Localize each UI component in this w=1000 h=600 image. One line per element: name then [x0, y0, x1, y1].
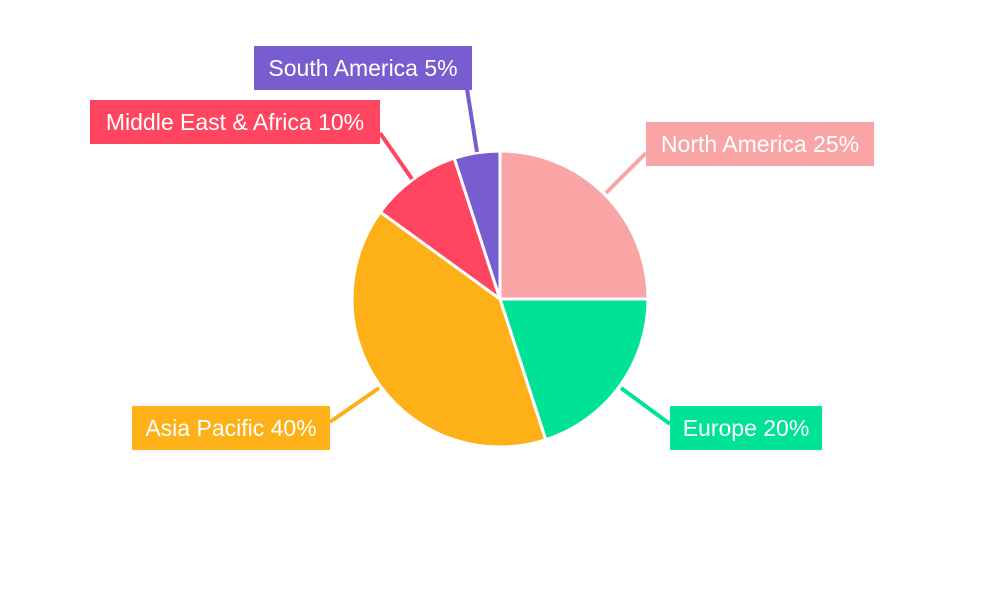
data-label-europe: Europe 20%	[683, 415, 810, 441]
label-box-south-america	[254, 46, 472, 90]
slice-middle-east-africa[interactable]	[378, 156, 503, 303]
label-box-north-america	[646, 122, 874, 166]
leader-line-asia-pacific	[328, 386, 381, 424]
slice-south-america[interactable]	[452, 149, 502, 300]
data-label-middle-east-africa: Middle East & Africa 10%	[106, 109, 364, 135]
label-box-middle-east-africa	[90, 100, 380, 144]
label-box-asia-pacific	[132, 406, 330, 450]
data-label-south-america: South America 5%	[268, 55, 457, 81]
data-label-asia-pacific: Asia Pacific 40%	[145, 415, 316, 441]
slice-europe[interactable]	[497, 297, 650, 442]
data-label-north-america: North America 25%	[661, 131, 859, 157]
leader-line-north-america	[604, 151, 648, 195]
leader-line-europe	[619, 386, 672, 426]
leader-line-south-america	[465, 88, 479, 153]
label-box-europe	[670, 406, 822, 450]
leader-line-middle-east-africa	[378, 131, 414, 181]
slice-north-america[interactable]	[498, 149, 650, 301]
slice-asia-pacific[interactable]	[350, 209, 548, 449]
